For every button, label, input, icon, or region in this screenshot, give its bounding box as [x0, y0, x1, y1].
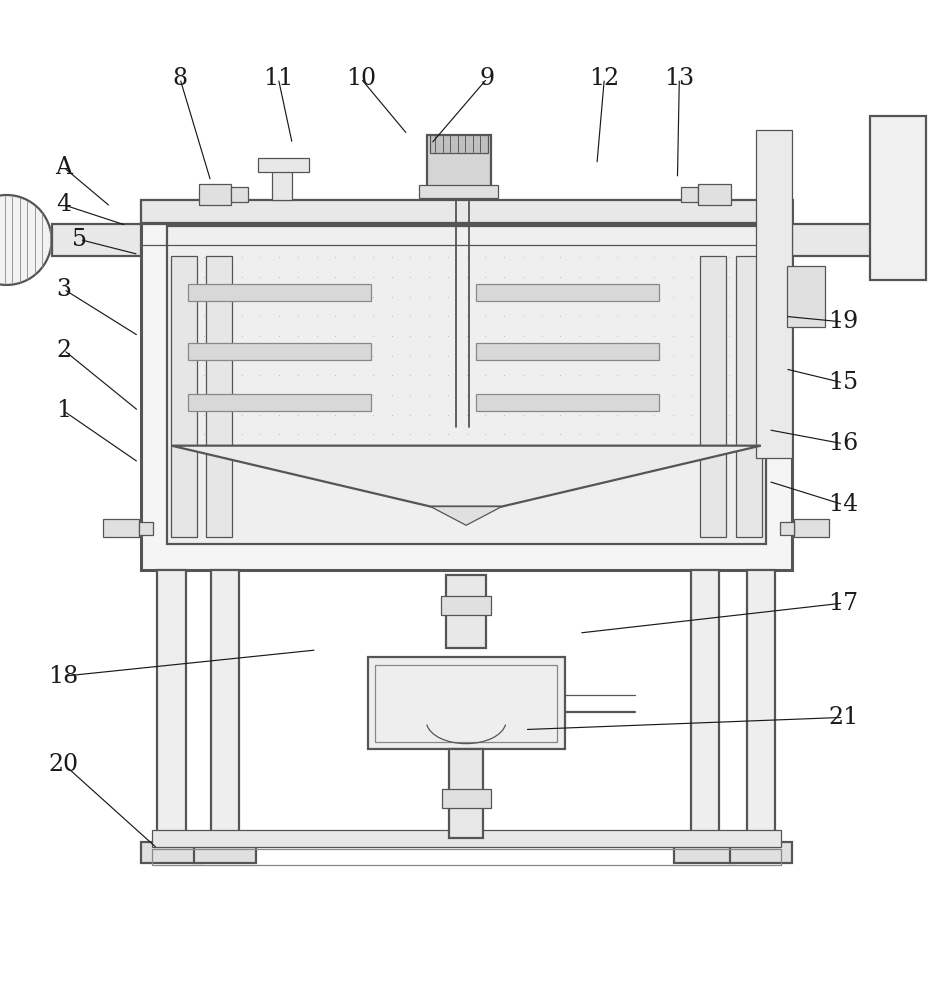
Polygon shape	[431, 507, 502, 525]
Bar	[152, 830, 780, 847]
Text: 11: 11	[263, 67, 293, 90]
Bar	[103, 519, 139, 537]
Bar	[475, 343, 659, 360]
Bar	[680, 187, 697, 202]
Text: 15: 15	[827, 371, 857, 394]
Bar	[139, 522, 153, 535]
Bar	[673, 842, 735, 863]
Bar	[429, 135, 488, 153]
Circle shape	[0, 195, 51, 285]
Bar	[271, 161, 292, 200]
Text: 16: 16	[827, 432, 857, 455]
Bar	[699, 256, 725, 537]
Bar	[786, 266, 824, 327]
Text: 3: 3	[56, 278, 71, 301]
Text: 19: 19	[827, 310, 857, 333]
Bar	[418, 185, 498, 198]
Text: 5: 5	[72, 228, 87, 251]
Bar	[257, 158, 309, 172]
Text: 21: 21	[827, 706, 857, 729]
Bar	[442, 789, 490, 808]
Bar	[793, 519, 828, 537]
Bar	[690, 570, 718, 842]
Bar	[231, 187, 248, 202]
Bar	[140, 200, 791, 570]
Bar	[440, 596, 490, 615]
Bar	[188, 343, 371, 360]
Bar	[697, 184, 730, 205]
Bar	[198, 184, 231, 205]
Bar	[188, 394, 371, 411]
Text: 20: 20	[49, 753, 79, 776]
Text: 14: 14	[827, 493, 857, 516]
Text: 1: 1	[56, 399, 71, 422]
Bar	[448, 749, 483, 838]
Bar	[188, 284, 371, 301]
Bar	[170, 256, 197, 537]
Text: 17: 17	[827, 592, 857, 615]
Bar	[427, 135, 490, 189]
Bar	[779, 522, 793, 535]
Bar	[367, 657, 563, 749]
Text: 18: 18	[49, 665, 79, 688]
Bar	[746, 570, 774, 842]
Text: 8: 8	[172, 67, 187, 90]
Bar	[729, 842, 791, 863]
Text: 13: 13	[664, 67, 694, 90]
Polygon shape	[171, 446, 760, 507]
Bar	[791, 224, 880, 256]
Text: 12: 12	[589, 67, 619, 90]
Bar	[51, 224, 140, 256]
Text: 4: 4	[56, 193, 71, 216]
Text: 2: 2	[56, 339, 71, 362]
Bar	[206, 256, 232, 537]
Bar	[152, 849, 780, 865]
Bar	[194, 842, 256, 863]
Text: 9: 9	[479, 67, 494, 90]
Bar	[140, 222, 791, 245]
Bar	[167, 226, 765, 544]
Bar	[211, 570, 239, 842]
Text: A: A	[55, 156, 72, 179]
Bar	[755, 130, 791, 458]
Bar	[869, 116, 925, 280]
Bar	[446, 575, 485, 648]
Text: 10: 10	[345, 67, 375, 90]
Bar	[374, 665, 556, 742]
Bar	[140, 842, 202, 863]
Bar	[735, 256, 761, 537]
Bar	[157, 570, 185, 842]
Bar	[475, 284, 659, 301]
Bar	[171, 250, 760, 446]
Bar	[475, 394, 659, 411]
Bar	[140, 200, 791, 224]
